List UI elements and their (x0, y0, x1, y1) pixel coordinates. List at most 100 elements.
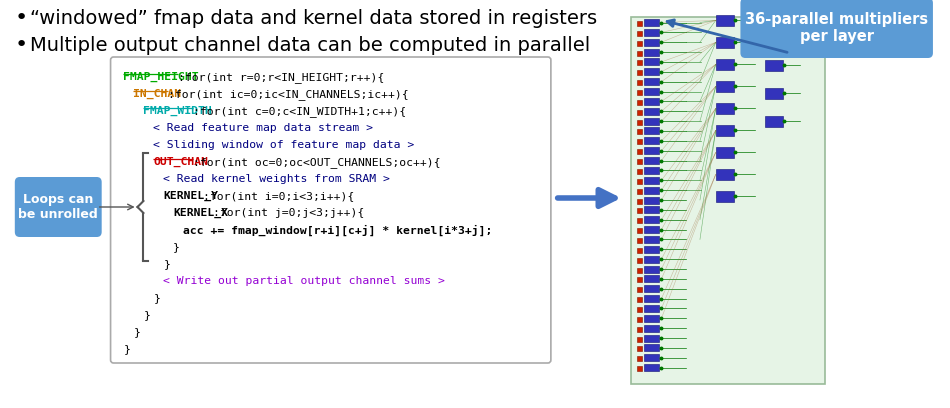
Text: }: } (153, 293, 161, 303)
Bar (644, 344, 659, 351)
Bar (644, 177, 659, 184)
Bar (644, 118, 659, 124)
Bar (636, 51, 641, 55)
FancyBboxPatch shape (110, 57, 551, 363)
Bar (644, 19, 659, 26)
Bar (636, 277, 641, 282)
Bar (715, 59, 733, 70)
Bar (644, 167, 659, 174)
Bar (636, 327, 641, 332)
Bar (636, 208, 641, 213)
Text: IN_CHAN: IN_CHAN (133, 89, 181, 99)
Text: < Read feature map data stream >: < Read feature map data stream > (153, 123, 373, 133)
Bar (644, 197, 659, 204)
Bar (636, 60, 641, 65)
Bar (644, 285, 659, 292)
Bar (644, 58, 659, 65)
Bar (636, 199, 641, 204)
Bar (636, 21, 641, 26)
FancyBboxPatch shape (740, 0, 933, 58)
Bar (636, 90, 641, 95)
Text: < Read kernel weights from SRAM >: < Read kernel weights from SRAM > (163, 174, 390, 184)
FancyArrowPatch shape (667, 20, 788, 52)
Bar (765, 88, 783, 99)
Bar (644, 29, 659, 36)
Bar (636, 129, 641, 135)
Text: }: } (143, 310, 150, 320)
Text: }: } (124, 344, 130, 354)
Bar (644, 335, 659, 341)
Bar (715, 103, 733, 114)
Text: acc += fmap_window[r+i][c+j] * kernel[i*3+j];: acc += fmap_window[r+i][c+j] * kernel[i*… (183, 225, 493, 236)
Text: :for(int i=0;i<3;i++){: :for(int i=0;i<3;i++){ (203, 191, 354, 201)
Bar (636, 218, 641, 223)
Bar (636, 346, 641, 351)
Bar (715, 37, 733, 48)
Bar (644, 315, 659, 322)
Bar (644, 275, 659, 282)
Bar (644, 354, 659, 361)
Bar (644, 157, 659, 164)
Bar (644, 127, 659, 135)
Text: :for(int ic=0;ic<IN_CHANNELS;ic++){: :for(int ic=0;ic<IN_CHANNELS;ic++){ (168, 89, 408, 100)
Bar (636, 337, 641, 341)
Text: < Sliding window of feature map data >: < Sliding window of feature map data > (153, 140, 414, 150)
Bar (636, 248, 641, 253)
Bar (636, 31, 641, 36)
Bar (644, 295, 659, 302)
Bar (636, 356, 641, 361)
Bar (636, 307, 641, 312)
Bar (644, 98, 659, 105)
Bar (644, 78, 659, 85)
Bar (636, 100, 641, 105)
Bar (765, 32, 783, 43)
Bar (636, 366, 641, 371)
Text: :for(int j=0;j<3;j++){: :for(int j=0;j<3;j++){ (213, 208, 365, 218)
Text: KERNEL_Y: KERNEL_Y (163, 191, 218, 201)
Text: •: • (15, 8, 28, 28)
Bar (644, 246, 659, 253)
Bar (644, 305, 659, 312)
Bar (636, 228, 641, 233)
Bar (636, 41, 641, 46)
Bar (715, 191, 733, 202)
Bar (636, 258, 641, 263)
Bar (644, 147, 659, 154)
FancyArrowPatch shape (558, 190, 615, 206)
Bar (636, 238, 641, 243)
Bar (644, 325, 659, 332)
Bar (636, 120, 641, 124)
Text: Loops can
be unrolled: Loops can be unrolled (18, 193, 98, 221)
Text: }: } (173, 242, 180, 252)
Bar (636, 140, 641, 144)
Bar (644, 266, 659, 273)
Bar (644, 236, 659, 243)
Bar (715, 81, 733, 92)
Text: :for(int oc=0;oc<OUT_CHANNELS;oc++){: :for(int oc=0;oc<OUT_CHANNELS;oc++){ (193, 157, 441, 168)
Text: FMAP_HEIGHT: FMAP_HEIGHT (124, 72, 200, 82)
Bar (715, 125, 733, 136)
Bar (636, 179, 641, 184)
Bar (644, 39, 659, 46)
Bar (765, 116, 783, 127)
Bar (644, 49, 659, 55)
Text: KERNEL_X: KERNEL_X (173, 208, 228, 218)
Bar (765, 60, 783, 71)
Bar (644, 364, 659, 371)
FancyBboxPatch shape (631, 17, 826, 384)
Bar (644, 68, 659, 75)
FancyBboxPatch shape (15, 177, 102, 237)
Text: 36-parallel multipliers
per layer: 36-parallel multipliers per layer (745, 12, 928, 44)
Text: •: • (15, 35, 28, 55)
Bar (644, 226, 659, 233)
Bar (636, 169, 641, 174)
Bar (636, 188, 641, 194)
Bar (715, 15, 733, 26)
Bar (644, 256, 659, 263)
Bar (636, 70, 641, 75)
Text: OUT_CHAN: OUT_CHAN (153, 157, 208, 167)
Text: }: } (163, 259, 170, 269)
Text: FMAP_WIDTH: FMAP_WIDTH (143, 106, 212, 116)
Bar (636, 317, 641, 322)
Text: }: } (133, 327, 141, 337)
